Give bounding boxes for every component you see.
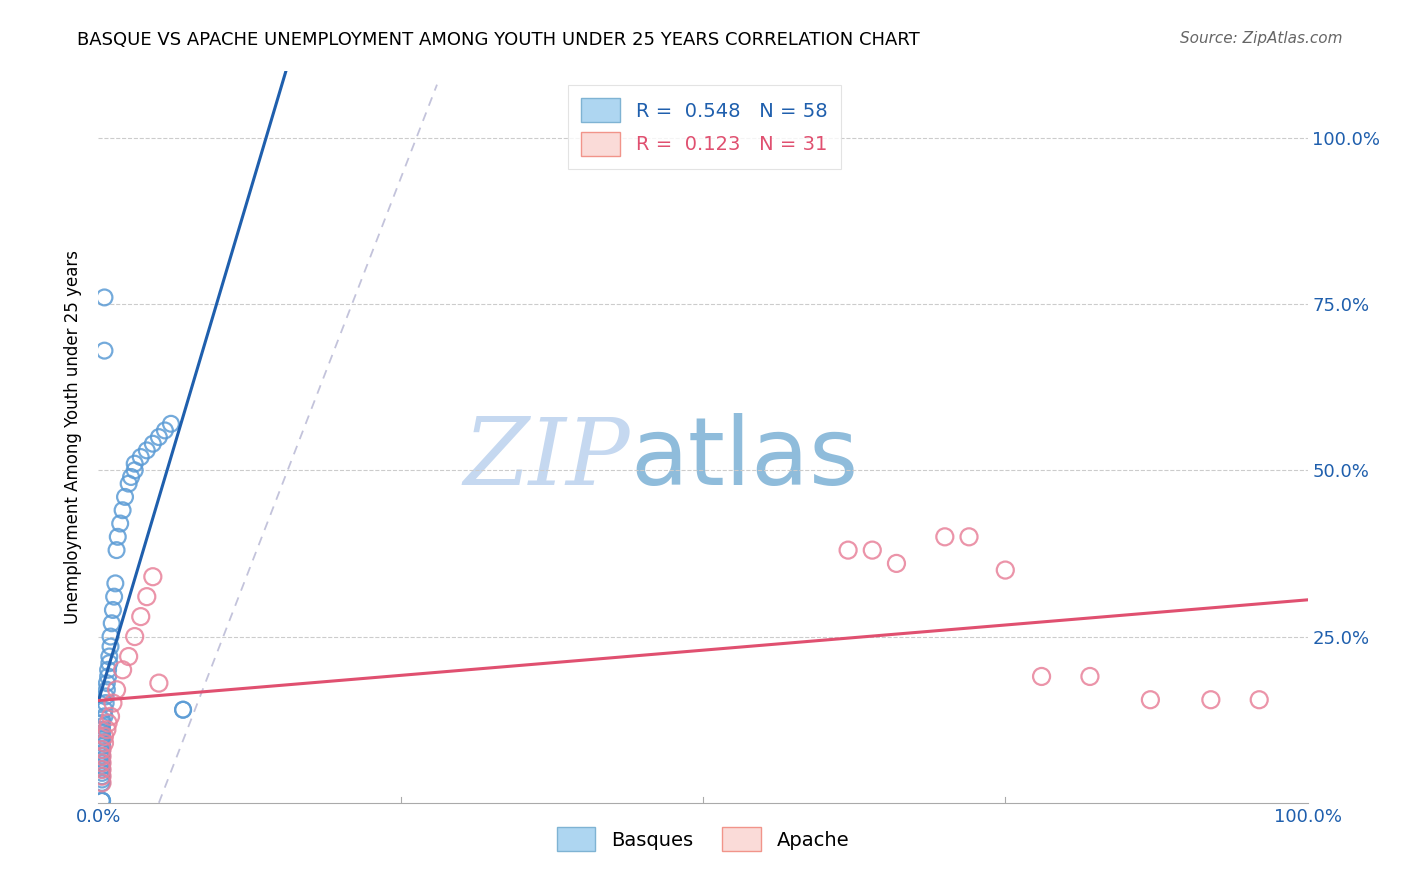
Point <box>91 769 114 783</box>
Point <box>91 716 114 731</box>
Y-axis label: Unemployment Among Youth under 25 years: Unemployment Among Youth under 25 years <box>65 250 83 624</box>
Point <box>91 713 114 727</box>
Point <box>96 682 118 697</box>
Point <box>94 690 117 704</box>
Point <box>160 417 183 431</box>
Point <box>91 776 114 790</box>
Point <box>172 703 194 717</box>
Point <box>94 696 117 710</box>
Point <box>118 649 141 664</box>
Point <box>91 739 114 754</box>
Point <box>91 729 114 743</box>
Text: ZIP: ZIP <box>464 414 630 504</box>
Text: BASQUE VS APACHE UNEMPLOYMENT AMONG YOUTH UNDER 25 YEARS CORRELATION CHART: BASQUE VS APACHE UNEMPLOYMENT AMONG YOUT… <box>77 31 920 49</box>
Point <box>93 729 115 743</box>
Point <box>98 649 121 664</box>
Point <box>860 543 883 558</box>
Point <box>142 436 165 450</box>
Point <box>108 516 131 531</box>
Point <box>105 543 128 558</box>
Point <box>886 557 908 571</box>
Point <box>1199 692 1222 706</box>
Point <box>105 682 128 697</box>
Point <box>96 723 118 737</box>
Point <box>91 742 114 756</box>
Point <box>957 530 980 544</box>
Point <box>124 630 146 644</box>
Point <box>91 726 114 740</box>
Point <box>97 663 120 677</box>
Point <box>91 746 114 760</box>
Point <box>101 696 124 710</box>
Point <box>91 763 114 777</box>
Point <box>100 616 122 631</box>
Legend: Basques, Apache: Basques, Apache <box>548 820 858 859</box>
Point <box>93 343 115 358</box>
Point <box>135 590 157 604</box>
Point <box>91 794 114 808</box>
Point <box>1249 692 1271 706</box>
Point <box>91 732 114 747</box>
Point <box>97 716 120 731</box>
Point <box>93 736 115 750</box>
Point <box>91 749 114 764</box>
Point <box>93 290 115 304</box>
Point <box>994 563 1017 577</box>
Point <box>837 543 859 558</box>
Point <box>91 736 114 750</box>
Text: atlas: atlas <box>630 413 859 505</box>
Point <box>91 794 114 808</box>
Point <box>91 759 114 773</box>
Point <box>100 640 122 654</box>
Point <box>91 719 114 733</box>
Point <box>91 769 114 783</box>
Point <box>101 603 124 617</box>
Point <box>100 630 122 644</box>
Point <box>107 530 129 544</box>
Point <box>135 443 157 458</box>
Point <box>96 676 118 690</box>
Point <box>153 424 176 438</box>
Point <box>98 656 121 670</box>
Point <box>1031 669 1053 683</box>
Point <box>172 703 194 717</box>
Point <box>100 709 122 723</box>
Point <box>124 457 146 471</box>
Point <box>91 756 114 770</box>
Point <box>142 570 165 584</box>
Point <box>1078 669 1101 683</box>
Text: Source: ZipAtlas.com: Source: ZipAtlas.com <box>1180 31 1343 46</box>
Point <box>129 450 152 464</box>
Point <box>93 709 115 723</box>
Point <box>93 703 115 717</box>
Point <box>934 530 956 544</box>
Point <box>91 794 114 808</box>
Point <box>91 749 114 764</box>
Point <box>91 776 114 790</box>
Point <box>91 765 114 780</box>
Point <box>91 742 114 756</box>
Point <box>91 763 114 777</box>
Point <box>91 756 114 770</box>
Point <box>114 490 136 504</box>
Point <box>148 430 170 444</box>
Point <box>97 669 120 683</box>
Point <box>148 676 170 690</box>
Point <box>118 476 141 491</box>
Point <box>103 590 125 604</box>
Point <box>129 609 152 624</box>
Point <box>111 503 134 517</box>
Point <box>120 470 142 484</box>
Point <box>91 753 114 767</box>
Point <box>104 576 127 591</box>
Point <box>1139 692 1161 706</box>
Point <box>111 663 134 677</box>
Point <box>124 463 146 477</box>
Point <box>91 723 114 737</box>
Point <box>91 772 114 787</box>
